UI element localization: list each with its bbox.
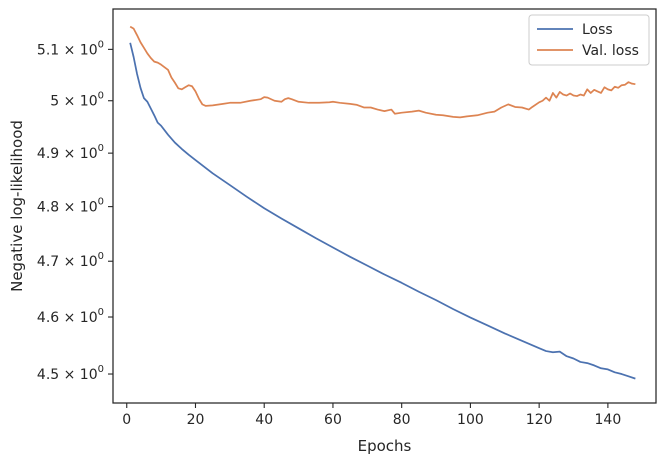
y-tick-label: 5.1 × 100 bbox=[37, 39, 104, 58]
x-tick-label: 120 bbox=[526, 412, 553, 428]
y-tick-label: 4.8 × 100 bbox=[37, 197, 104, 216]
y-tick-label: 5 × 100 bbox=[50, 91, 104, 110]
legend-box bbox=[528, 14, 650, 66]
x-tick-label: 0 bbox=[122, 412, 131, 428]
y-tick-label: 4.7 × 100 bbox=[37, 251, 104, 270]
x-tick-label: 80 bbox=[393, 412, 411, 428]
y-tick-label: 4.6 × 100 bbox=[37, 307, 104, 326]
legend: Loss Val. loss bbox=[528, 14, 650, 66]
legend-label-val-loss: Val. loss bbox=[582, 43, 639, 59]
tick-layer: 0 20 40 60 80 100 120 140 4.5 × 100 4.6 × 100 4.7 … bbox=[37, 39, 621, 428]
y-tick-label: 4.5 × 100 bbox=[37, 364, 104, 383]
y-tick-label: 4.9 × 100 bbox=[37, 143, 104, 162]
x-tick-label: 40 bbox=[255, 412, 273, 428]
x-tick-label: 20 bbox=[187, 412, 205, 428]
legend-label-loss: Loss bbox=[582, 22, 613, 38]
x-axis-title: Epochs bbox=[358, 437, 412, 455]
x-tick-label: 140 bbox=[595, 412, 622, 428]
series-layer bbox=[129, 25, 636, 380]
x-tick-label: 100 bbox=[457, 412, 484, 428]
series-line-loss bbox=[129, 42, 636, 380]
series-line-val-loss bbox=[129, 25, 636, 119]
plot-frame bbox=[112, 8, 657, 404]
y-axis-title: Negative log-likelihood bbox=[8, 120, 26, 292]
x-tick-label: 60 bbox=[324, 412, 342, 428]
